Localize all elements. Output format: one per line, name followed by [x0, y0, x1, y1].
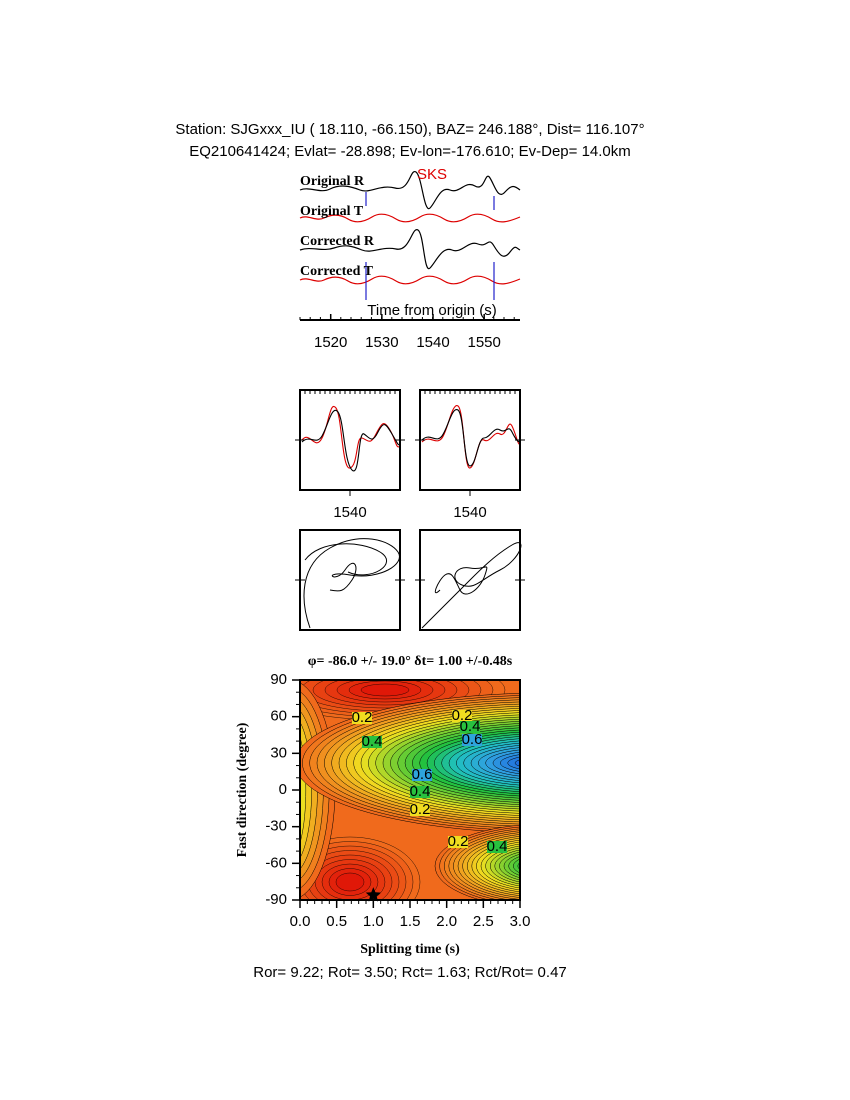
- x-tick-label: 1550: [467, 334, 500, 351]
- axis-label: Time from origin (s): [367, 302, 496, 319]
- contour-label-bg: [452, 710, 472, 722]
- x-tick-label: 2.0: [436, 913, 457, 930]
- contour: [507, 756, 520, 770]
- contour-label-bg: [410, 786, 430, 798]
- x-tick-label: 3.0: [510, 913, 531, 930]
- y-tick-label: -90: [265, 891, 287, 908]
- contour: [335, 872, 365, 892]
- x-tick-label: 1540: [416, 334, 449, 351]
- x-tick-label: 1.0: [363, 913, 384, 930]
- footer: Ror= 9.22; Rot= 3.50; Rct= 1.63; Rct/Rot…: [253, 964, 567, 981]
- contour-label: 0.4: [460, 718, 481, 735]
- trace-label: Original T: [300, 204, 364, 219]
- y-tick-label: 30: [270, 744, 287, 761]
- y-axis-label: Fast direction (degree): [235, 722, 250, 857]
- contour: [514, 759, 520, 767]
- x-axis-label: Splitting time (s): [360, 942, 460, 957]
- y-tick-label: 0: [279, 781, 287, 798]
- x-tick-label: 1.5: [400, 913, 421, 930]
- contour: [360, 683, 410, 697]
- contour: [527, 860, 563, 872]
- contour-label: 0.2: [448, 833, 469, 850]
- contour-label-bg: [352, 712, 372, 724]
- trace-label: Original R: [300, 174, 365, 189]
- contour-label: 0.4: [362, 733, 383, 750]
- contour: [517, 861, 520, 871]
- trace-label: Corrected R: [300, 234, 375, 249]
- contour: [522, 858, 567, 874]
- x-tick-label: 2.5: [473, 913, 494, 930]
- header-line: Station: SJGxxx_IU ( 18.110, -66.150), B…: [175, 121, 644, 138]
- y-tick-label: 90: [270, 671, 287, 688]
- contour-label-bg: [362, 736, 382, 748]
- contour-label: 0.2: [452, 707, 473, 724]
- contour-label: 0.2: [352, 709, 373, 726]
- contour-label: 0.2: [410, 801, 431, 818]
- contour: [512, 858, 520, 874]
- best-estimate: [365, 887, 381, 902]
- grid-title: φ= -86.0 +/- 19.0° δt= 1.00 +/-0.48s: [308, 654, 513, 669]
- contour-label-bg: [448, 836, 468, 848]
- waveforms: [299, 171, 521, 285]
- x-tick-label: 1530: [365, 334, 398, 351]
- contour-label-bg: [412, 769, 432, 781]
- x-tick-label: 1540: [333, 504, 366, 521]
- window-markers: [365, 192, 495, 300]
- contour-label: 0.4: [410, 783, 431, 800]
- header-line: EQ210641424; Evlat= -28.898; Ev-lon=-176…: [189, 143, 631, 160]
- contour-label: 0.6: [412, 766, 433, 783]
- contour-label-bg: [462, 734, 482, 746]
- phase-label: SKS: [417, 166, 447, 183]
- x-tick-label: 1520: [314, 334, 347, 351]
- x-tick-label: 0.0: [290, 913, 311, 930]
- contour-label: 0.4: [487, 838, 508, 855]
- y-tick-label: -30: [265, 818, 287, 835]
- contour-label: 0.6: [462, 731, 483, 748]
- window-waves: [301, 405, 521, 472]
- y-tick-label: 60: [270, 708, 287, 725]
- y-tick-label: -60: [265, 854, 287, 871]
- x-tick-label: 0.5: [326, 913, 347, 930]
- contour-label-bg: [460, 721, 480, 733]
- particle-motion: [303, 538, 522, 629]
- trace-label: Corrected T: [300, 264, 374, 279]
- x-tick-label: 1540: [453, 504, 486, 521]
- contour-label-bg: [410, 804, 430, 816]
- contour-label-bg: [487, 841, 507, 853]
